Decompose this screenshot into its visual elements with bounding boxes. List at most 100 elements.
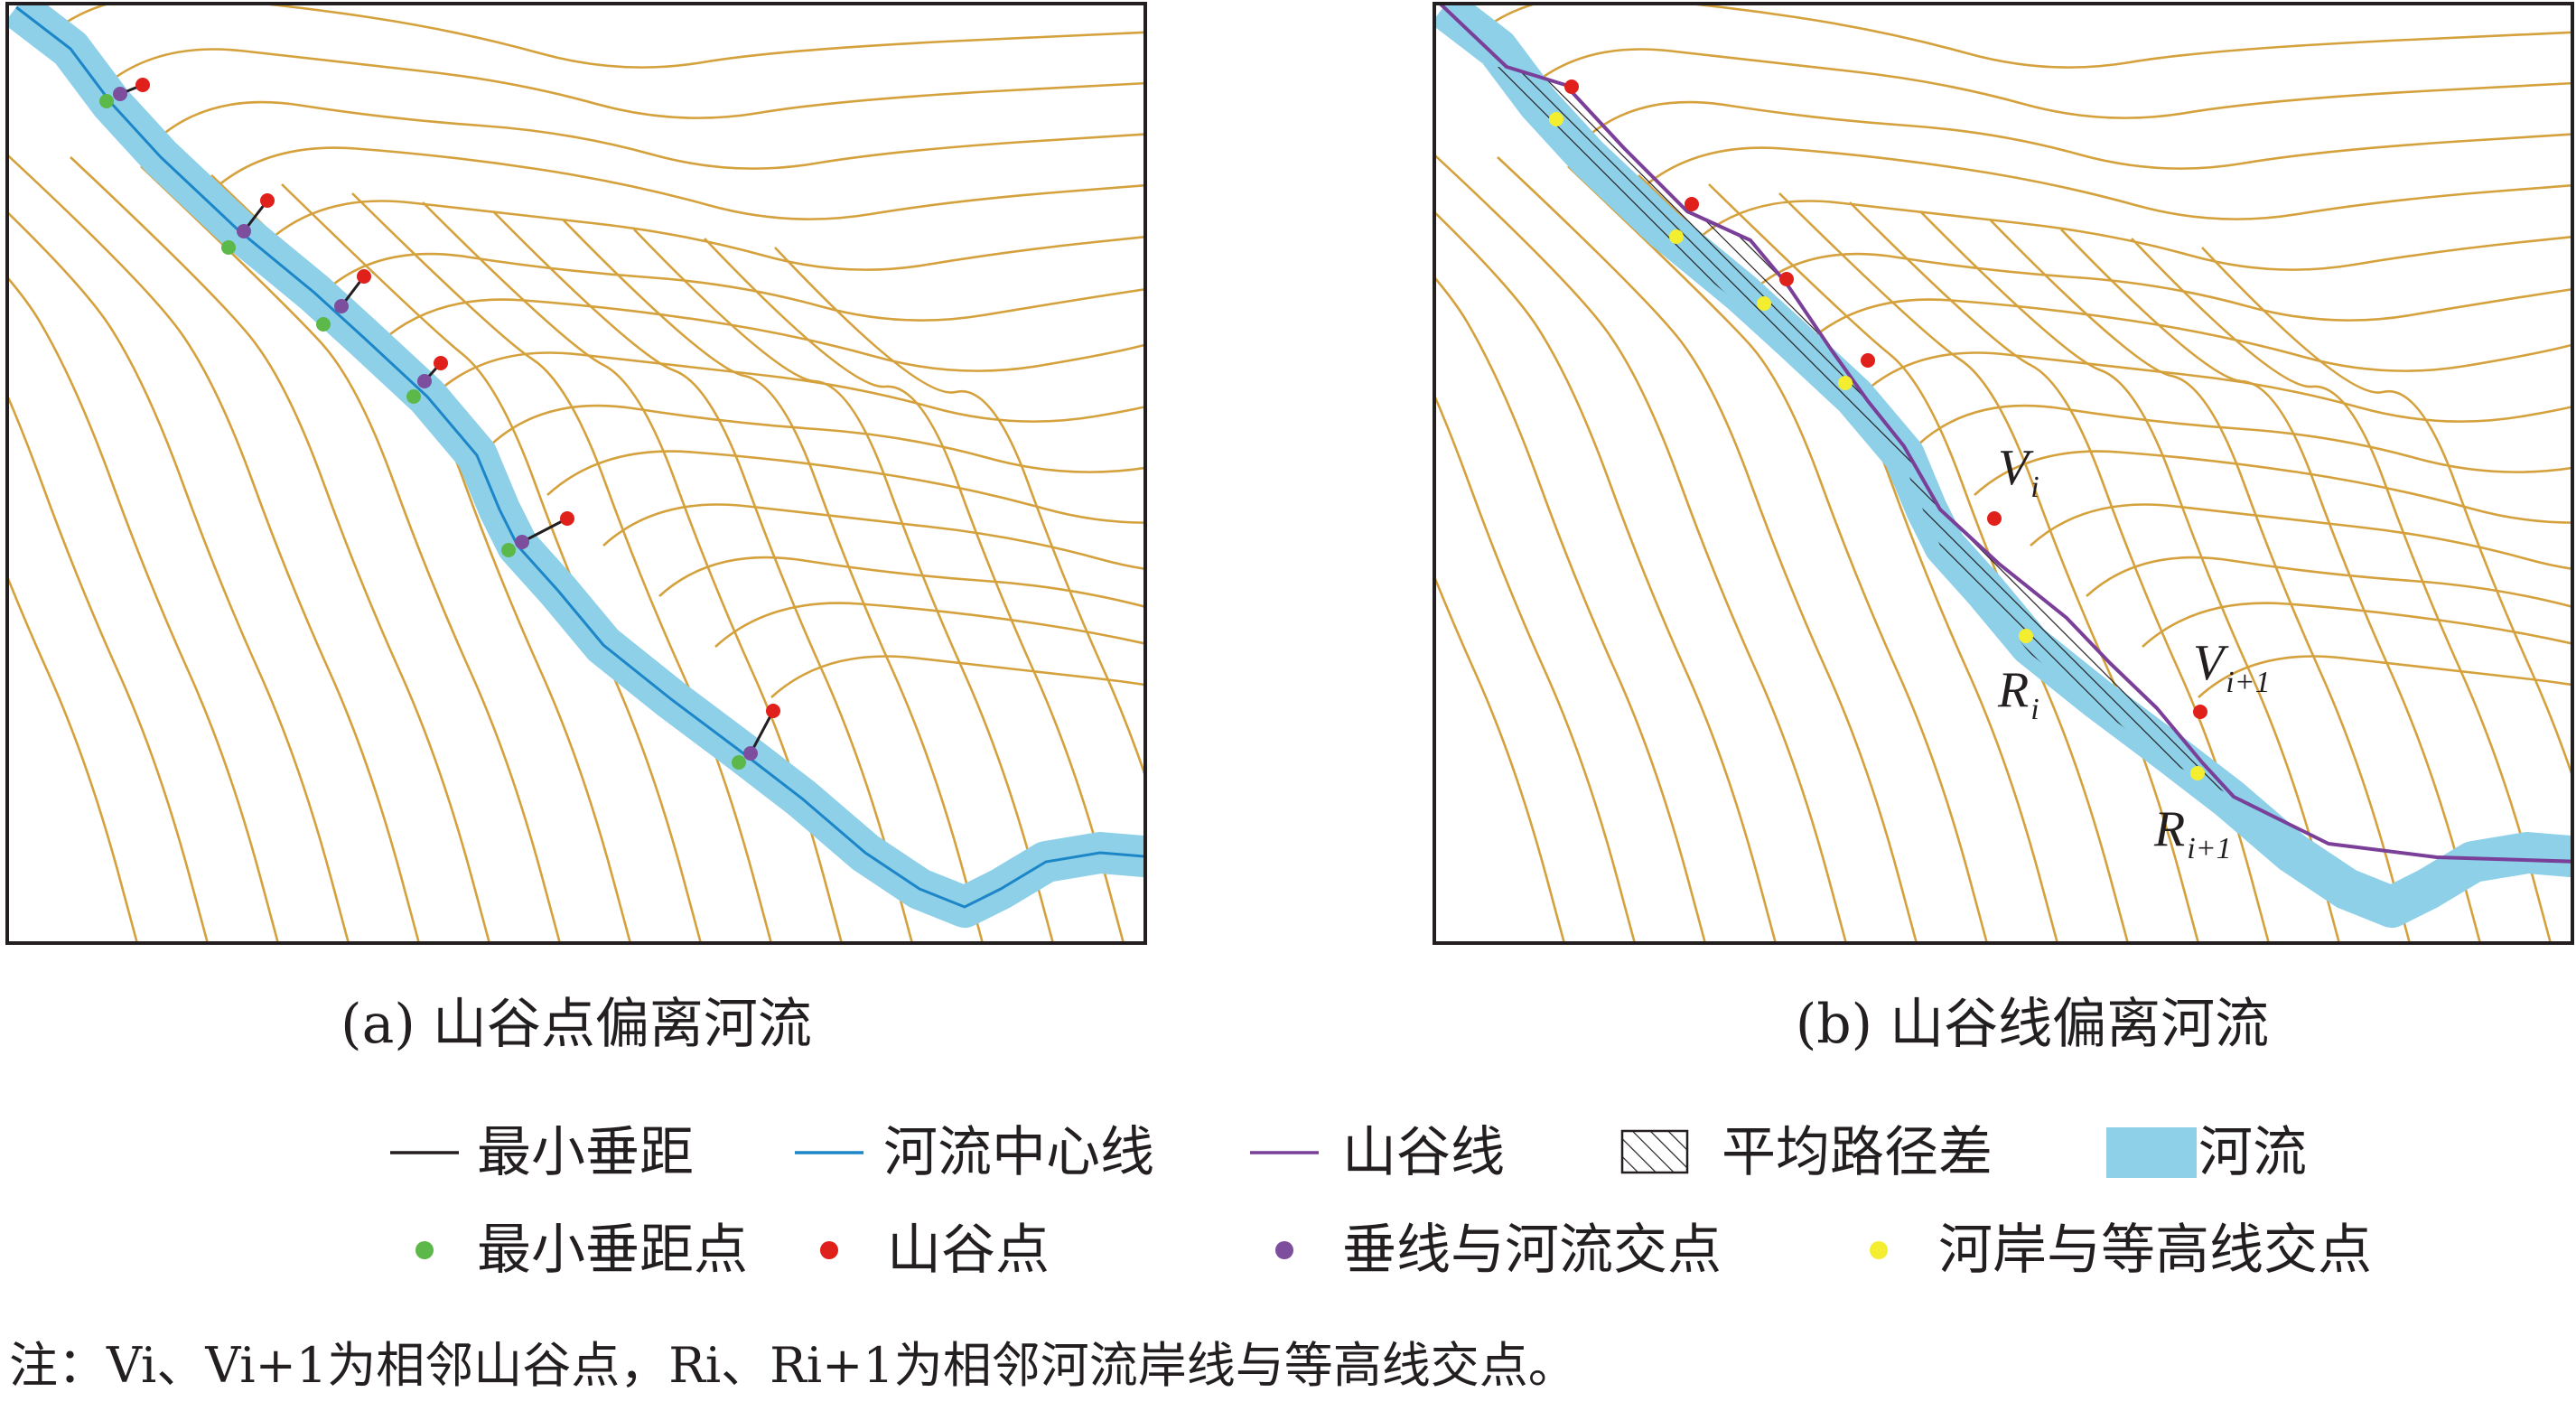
label-v-i-plus-1: Vi+1 xyxy=(2193,635,2271,699)
contour-line xyxy=(633,229,1055,943)
contour-line xyxy=(140,165,562,943)
valley-point xyxy=(1779,272,1794,286)
contour-line xyxy=(770,655,1145,698)
contour-line xyxy=(7,153,421,943)
legend-valley-line-label: 山谷线 xyxy=(1342,1121,1505,1184)
legend-perpendicular-point-swatch xyxy=(1275,1241,1293,1259)
bank-contour-intersection-point xyxy=(2190,766,2205,780)
contour-line xyxy=(546,450,1145,524)
legend: 最小垂距 河流中心线 山谷线 平均路径差 河流 最小垂距点 山谷点 垂线与河流交… xyxy=(390,1121,2372,1282)
contour-line xyxy=(70,156,491,943)
panel-a-river-centerline xyxy=(15,5,1145,909)
contour-line xyxy=(2142,602,2572,648)
valley-point xyxy=(766,704,780,718)
legend-bank-contour-point-label: 河岸与等高线交点 xyxy=(1938,1219,2372,1282)
contour-line xyxy=(1434,392,1637,943)
contour-line xyxy=(492,210,914,943)
valley-point xyxy=(135,78,150,92)
contour-line xyxy=(774,247,1145,780)
perpendicular-river-point xyxy=(417,374,432,388)
min-distance-point xyxy=(99,94,114,108)
contour-line xyxy=(1862,351,2572,423)
valley-point xyxy=(260,193,275,208)
contour-line xyxy=(1434,153,1848,943)
legend-min-distance-label: 最小垂距 xyxy=(477,1121,694,1184)
panel-a-map xyxy=(5,2,1147,945)
panel-b-mean-path-difference-area xyxy=(1498,67,2236,799)
bank-contour-intersection-point xyxy=(1669,229,1684,244)
perpendicular-river-point xyxy=(237,224,251,238)
min-distance-segment xyxy=(521,517,568,544)
contour-line xyxy=(1694,200,2572,271)
perpendicular-river-point xyxy=(334,299,349,313)
contour-line xyxy=(1567,165,1989,943)
label-v-i: Vi xyxy=(1998,440,2039,504)
valley-point xyxy=(1861,353,1875,368)
contour-line xyxy=(154,100,1145,170)
valley-point xyxy=(357,269,371,284)
legend-min-distance-point-swatch xyxy=(415,1241,434,1259)
contour-line xyxy=(98,48,1145,119)
legend-valley-point-swatch xyxy=(820,1241,838,1259)
contour-line xyxy=(1806,298,2572,372)
contour-line xyxy=(2131,238,2553,943)
contour-line xyxy=(7,275,280,943)
contour-line xyxy=(1470,4,2572,69)
legend-river-label: 河流 xyxy=(2198,1121,2307,1184)
panel-a-caption: (a) 山谷点偏离河流 xyxy=(341,993,812,1056)
valley-point xyxy=(1564,79,1579,94)
panel-b-frame xyxy=(1433,2,2574,945)
contour-line xyxy=(210,146,1145,220)
contour-line xyxy=(1974,450,2572,524)
contour-line xyxy=(2030,503,2572,571)
panel-b-caption: (b) 山谷线偏离河流 xyxy=(1796,993,2269,1056)
panel-b-points xyxy=(1549,79,2207,780)
panel-a-valley-features xyxy=(99,78,780,770)
contour-line xyxy=(281,183,703,943)
perpendicular-river-point xyxy=(515,535,529,549)
valley-point xyxy=(434,356,448,370)
min-distance-point xyxy=(221,240,236,255)
contour-line xyxy=(1708,183,2130,943)
contour-line xyxy=(1750,252,2572,322)
bank-contour-intersection-point xyxy=(1549,112,1563,126)
panel-a-frame xyxy=(5,2,1147,945)
contour-line xyxy=(714,602,1145,648)
valley-point xyxy=(1987,511,2002,526)
contour-line xyxy=(266,200,1145,271)
panel-b-map: Vi Vi+1 Ri Ri+1 xyxy=(1433,2,2574,945)
min-distance-point xyxy=(732,755,746,770)
contour-line xyxy=(1434,573,1566,943)
contour-line xyxy=(2201,247,2572,780)
contour-line xyxy=(422,201,844,943)
panel-b-valley-line xyxy=(1437,4,2572,864)
contour-line xyxy=(1918,404,2572,473)
contour-line xyxy=(1990,220,2412,943)
contour-line xyxy=(1526,48,2572,119)
legend-river-swatch xyxy=(2106,1127,2197,1178)
legend-valley-point-label: 山谷点 xyxy=(887,1219,1050,1282)
valley-point xyxy=(1685,197,1699,211)
min-distance-point xyxy=(501,543,516,557)
panel-a-contours xyxy=(7,4,1145,943)
contour-line xyxy=(1582,100,2572,170)
contour-line xyxy=(322,252,1145,322)
contour-line xyxy=(1497,156,1918,943)
label-r-i-plus-1: Ri+1 xyxy=(2153,801,2232,865)
valley-point xyxy=(2193,705,2207,719)
contour-line xyxy=(7,573,139,943)
valley-point xyxy=(560,511,574,526)
contour-line xyxy=(378,298,1145,372)
contour-line xyxy=(1434,275,1707,943)
contour-line xyxy=(434,351,1145,423)
contour-line xyxy=(1919,210,2341,943)
bank-contour-intersection-point xyxy=(1757,296,1771,311)
contour-line xyxy=(563,220,985,943)
contour-line xyxy=(490,404,1145,473)
min-distance-segment xyxy=(749,710,775,754)
label-r-i: Ri xyxy=(1997,662,2039,726)
bank-contour-intersection-point xyxy=(2019,629,2033,643)
legend-min-distance-point-label: 最小垂距点 xyxy=(477,1219,748,1282)
min-distance-point xyxy=(406,389,421,404)
